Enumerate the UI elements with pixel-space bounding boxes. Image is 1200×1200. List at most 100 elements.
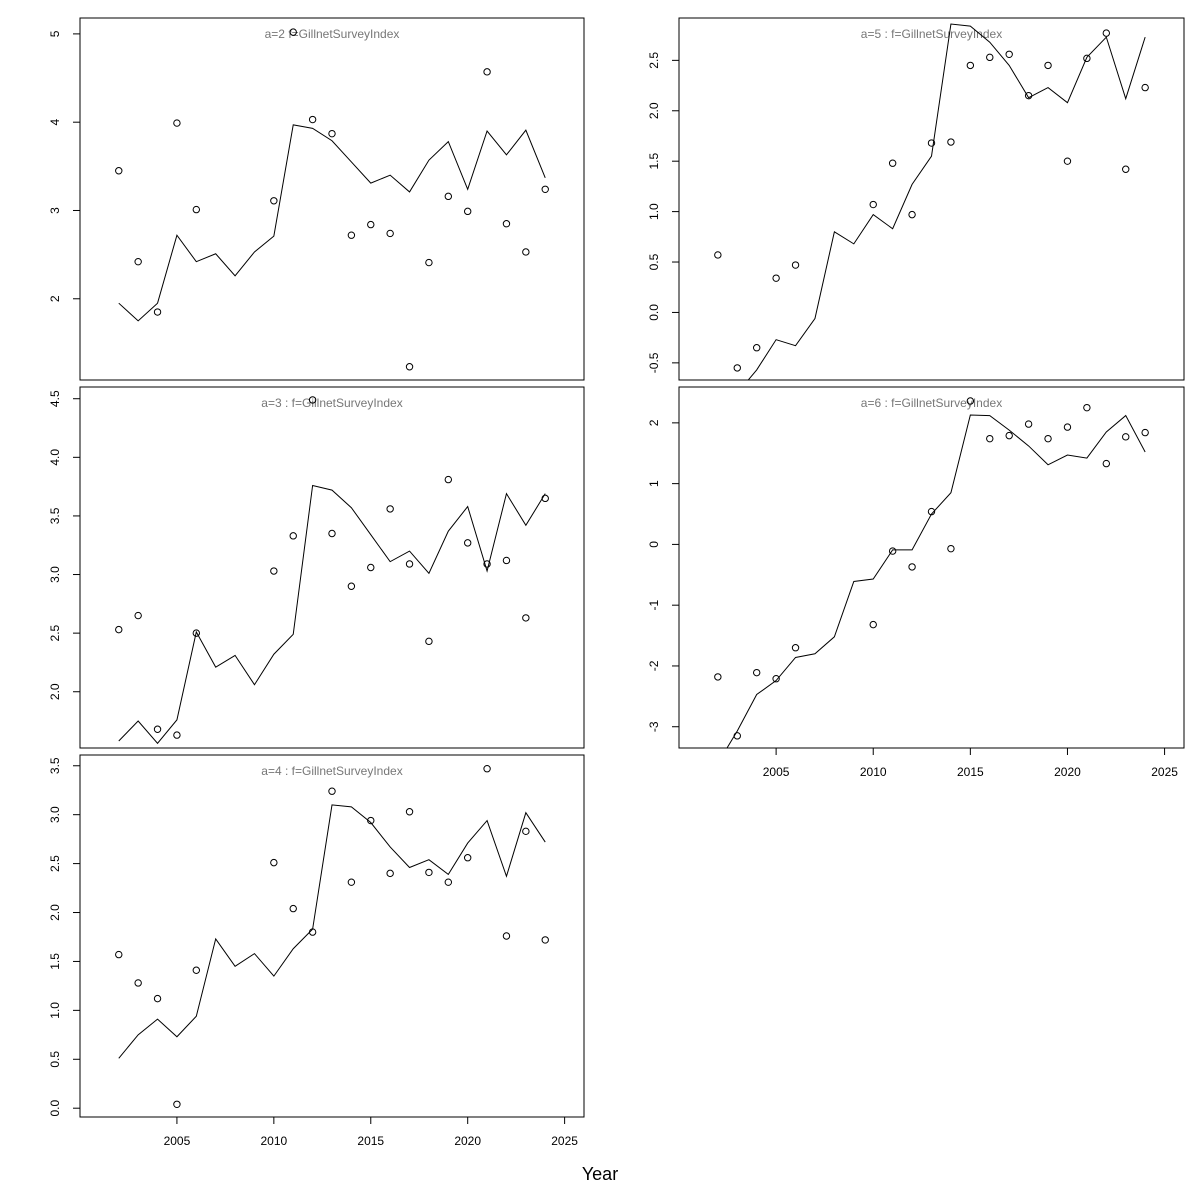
x-tick-label: 2025 — [551, 1134, 578, 1148]
observed-point — [502, 220, 511, 228]
y-tick-label: -0.5 — [647, 352, 661, 373]
y-tick-label: 0.0 — [48, 1100, 62, 1117]
observed-point — [270, 197, 278, 205]
x-tick-label: 2025 — [1151, 765, 1178, 779]
y-tick-label: 1.0 — [48, 1002, 62, 1019]
y-tick-label: 2.0 — [647, 102, 661, 119]
observed-point — [115, 625, 123, 634]
observed-point — [173, 1100, 181, 1108]
observed-point — [463, 854, 472, 862]
y-tick-label: 2.0 — [48, 904, 62, 921]
y-tick-label: 0 — [647, 541, 661, 548]
y-tick-label: 2.5 — [48, 624, 62, 641]
observed-point — [308, 115, 317, 124]
x-tick-label: 2005 — [763, 765, 790, 779]
y-tick-label: 1.5 — [48, 953, 62, 970]
observed-point — [541, 185, 549, 193]
observed-point — [289, 904, 297, 913]
observed-point — [386, 229, 394, 238]
observed-point — [1122, 165, 1130, 173]
observed-point — [483, 560, 491, 568]
fitted-line — [726, 414, 1146, 748]
observed-point — [966, 61, 975, 70]
observed-point — [308, 928, 317, 936]
observed-point — [328, 787, 336, 795]
y-tick-label: 1 — [647, 480, 661, 487]
fitted-line — [118, 484, 546, 745]
observed-point — [405, 363, 414, 371]
panel-frame — [79, 386, 585, 749]
observed-point — [888, 547, 897, 555]
observed-point — [502, 556, 511, 565]
observed-point — [386, 505, 394, 513]
observed-point — [463, 207, 472, 216]
y-tick-label: 0.5 — [647, 253, 661, 270]
y-tick-label: 4 — [48, 119, 62, 126]
y-tick-label: 2.5 — [647, 52, 661, 69]
observed-point — [541, 494, 549, 503]
observed-point — [772, 274, 780, 282]
fitted-line — [118, 124, 546, 322]
observed-point — [367, 816, 375, 825]
observed-point — [502, 932, 511, 940]
observed-point — [405, 560, 414, 568]
observed-point — [328, 129, 336, 138]
x-tick-label: 2010 — [260, 1134, 287, 1148]
observed-point — [153, 725, 162, 733]
panel: a=6 : f=GillnetSurveyIndex -3 -2 -1 0 1 2 2005 2… — [647, 386, 1185, 779]
observed-point — [908, 563, 916, 571]
observed-point — [1102, 459, 1111, 468]
observed-point — [134, 979, 142, 987]
observed-point — [772, 675, 780, 683]
observed-point — [134, 611, 142, 620]
panel-frame — [678, 386, 1185, 749]
observed-point — [986, 434, 994, 443]
panel-frame — [678, 17, 1185, 381]
observed-point — [386, 869, 394, 878]
observed-point — [270, 858, 278, 867]
panel-title: a=5 : f=GillnetSurveyIndex — [861, 27, 1002, 41]
y-tick-label: 3.5 — [48, 757, 62, 774]
observed-point — [153, 994, 162, 1003]
observed-point — [483, 764, 491, 773]
y-tick-label: 2 — [48, 295, 62, 302]
observed-point — [966, 397, 975, 405]
fitted-line — [747, 23, 1146, 380]
y-tick-label: 0.0 — [647, 304, 661, 321]
x-tick-label: 2020 — [454, 1134, 481, 1148]
y-tick-label: 1.0 — [647, 203, 661, 220]
observed-point — [347, 231, 356, 239]
y-tick-label: 5 — [48, 30, 62, 37]
y-tick-label: 4.0 — [48, 449, 62, 466]
observed-point — [483, 68, 491, 76]
observed-point — [425, 637, 433, 646]
y-tick-label: 2 — [647, 419, 661, 426]
y-tick-label: 4.5 — [48, 390, 62, 407]
observed-point — [405, 808, 414, 816]
observed-point — [308, 396, 317, 404]
observed-point — [986, 53, 994, 62]
observed-point — [1044, 434, 1052, 443]
observed-point — [1005, 431, 1013, 440]
observed-point — [463, 539, 472, 547]
y-tick-label: 1.5 — [647, 153, 661, 170]
panel-title: a=2 f=GillnetSurveyIndex — [265, 27, 400, 41]
observed-point — [444, 192, 453, 201]
plot-area — [115, 28, 549, 371]
observed-point — [522, 248, 530, 256]
plot-area — [714, 397, 1149, 748]
observed-point — [869, 620, 877, 629]
plot-area — [714, 23, 1149, 380]
observed-point — [347, 878, 356, 886]
observed-point — [192, 205, 201, 214]
observed-point — [425, 868, 433, 877]
y-tick-label: -1 — [647, 600, 661, 611]
observed-point — [947, 544, 955, 553]
observed-point — [1141, 83, 1149, 92]
observed-point — [1063, 157, 1072, 165]
observed-point — [714, 673, 722, 681]
observed-point — [1063, 423, 1072, 431]
observed-point — [1024, 91, 1033, 100]
observed-point — [947, 138, 955, 146]
observed-point — [714, 251, 722, 259]
